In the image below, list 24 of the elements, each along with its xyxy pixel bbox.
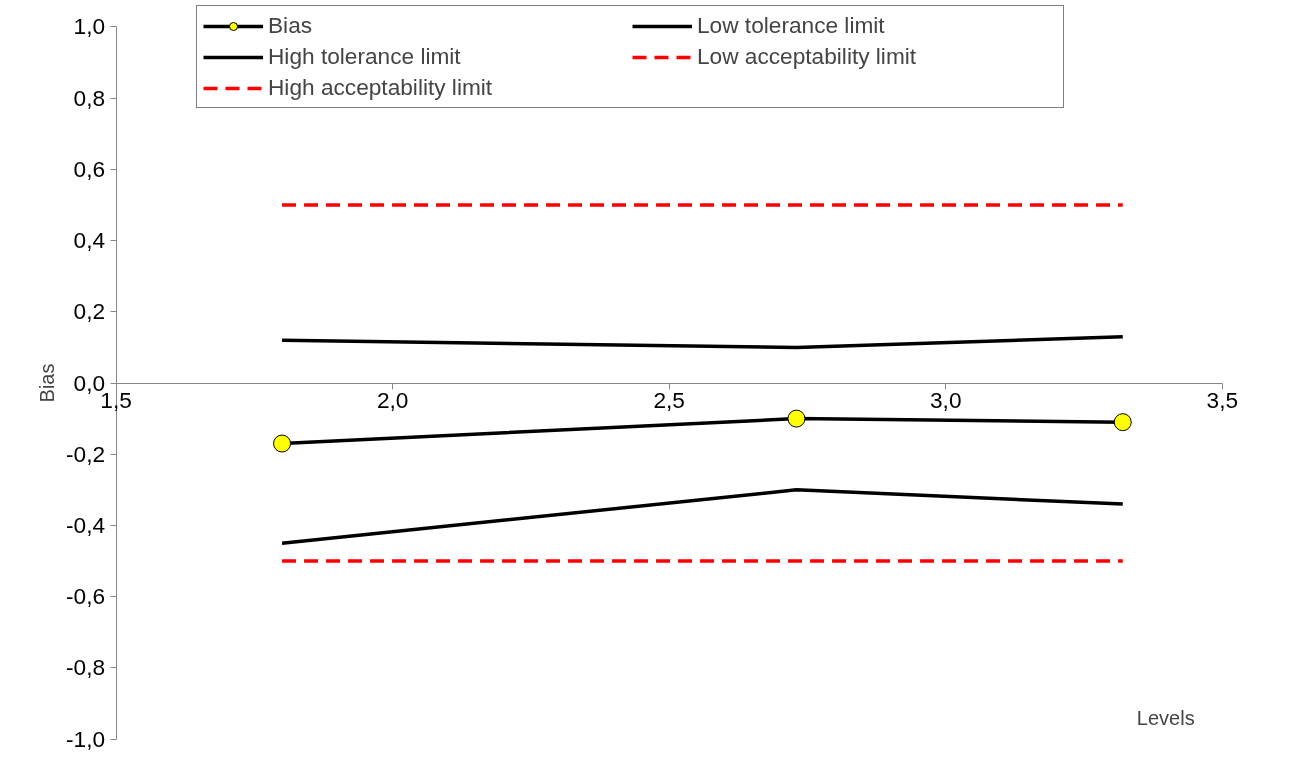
y-tick-label: 0,4 bbox=[73, 227, 106, 254]
y-tick-label: -0,8 bbox=[66, 654, 106, 681]
y-tick-label: -0,2 bbox=[66, 440, 106, 467]
legend-label: High tolerance limit bbox=[268, 43, 462, 70]
y-tick-label: 0,6 bbox=[73, 155, 106, 182]
point bbox=[273, 434, 292, 453]
legend-label: Bias bbox=[268, 12, 314, 39]
y-tick-label: -0,6 bbox=[66, 583, 106, 610]
point bbox=[1113, 413, 1132, 432]
y-tick-label: 0,2 bbox=[73, 298, 106, 325]
x-tick-label: 3,5 bbox=[1206, 387, 1239, 413]
legend-label: Low acceptability limit bbox=[697, 43, 918, 70]
point bbox=[787, 409, 806, 428]
x-axis-title: Levels bbox=[1136, 707, 1195, 730]
x-tick-label: 2,0 bbox=[376, 387, 409, 413]
x-tick-label: 3,0 bbox=[930, 387, 962, 413]
legend-label: Low tolerance limit bbox=[697, 12, 886, 39]
y-tick-label: 1,0 bbox=[73, 13, 106, 40]
x-tick-label: 2,5 bbox=[653, 387, 685, 413]
y-tick-label: -0,4 bbox=[66, 511, 106, 538]
y-tick-label: 0,8 bbox=[73, 84, 106, 111]
y-axis-title: Bias bbox=[36, 363, 59, 403]
legend-label: High acceptability limit bbox=[268, 74, 494, 101]
y-tick-label: -1,0 bbox=[66, 725, 106, 752]
